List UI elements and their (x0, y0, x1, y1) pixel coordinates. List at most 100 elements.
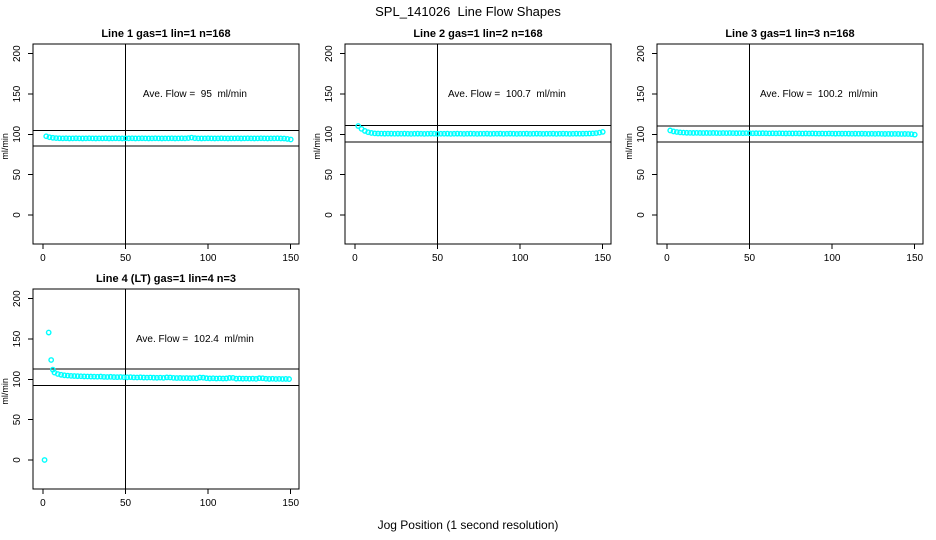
y-axis-tick-label: 0 (12, 457, 23, 463)
data-point (796, 130, 802, 137)
data-point (193, 375, 200, 382)
data-point (520, 130, 527, 137)
data-point (249, 375, 256, 382)
data-point (716, 130, 723, 137)
data-point (203, 375, 210, 382)
data-point (210, 375, 216, 382)
data-point (786, 130, 793, 137)
data-point (510, 130, 517, 137)
data-point (155, 135, 162, 142)
data-point (566, 130, 573, 137)
data-point (282, 376, 289, 382)
data-point (703, 130, 710, 136)
x-axis-tick-label: 0 (664, 253, 670, 264)
data-point (862, 130, 869, 137)
data-point (381, 130, 388, 137)
y-axis-title: ml/min (624, 133, 634, 160)
data-point (494, 130, 500, 137)
data-point (163, 374, 170, 381)
data-point (206, 375, 213, 382)
data-point (64, 372, 71, 379)
data-point (779, 130, 786, 137)
data-point (533, 130, 540, 137)
data-point (441, 130, 448, 137)
data-point (451, 130, 457, 137)
data-point (230, 374, 236, 381)
data-point (746, 130, 753, 137)
y-axis-tick-label: 150 (324, 85, 335, 102)
data-point (239, 375, 246, 382)
data-point (911, 131, 918, 138)
data-point (244, 135, 251, 142)
data-point (251, 135, 258, 142)
data-point (82, 135, 89, 142)
data-point (188, 134, 195, 141)
data-point (428, 130, 434, 137)
data-point (86, 135, 93, 142)
data-point (127, 374, 134, 381)
data-point (147, 374, 154, 381)
x-axis-tick-label: 0 (352, 253, 358, 264)
x-axis-tick-label: 50 (120, 498, 132, 509)
data-point (829, 130, 836, 137)
data-point (355, 123, 362, 129)
data-point (274, 135, 281, 142)
data-point (414, 130, 421, 137)
y-axis-tick-label: 200 (324, 45, 335, 62)
data-point (401, 130, 408, 137)
data-point (43, 133, 50, 140)
data-point (753, 130, 760, 137)
data-point (221, 135, 228, 142)
data-point (284, 136, 291, 142)
panel-plot: Line 3 gas=1 lin=3 n=168 0 50 100 150 0 50 100 1… (624, 28, 924, 264)
data-point (129, 135, 136, 142)
y-axis-tick-label: 50 (324, 169, 335, 181)
data-point (563, 130, 570, 137)
data-point (180, 375, 187, 382)
panel-title: Line 2 gas=1 lin=2 n=168 (413, 28, 542, 40)
data-point (375, 130, 381, 137)
data-point (272, 376, 279, 382)
data-point (97, 373, 104, 380)
data-point (73, 135, 79, 142)
data-point (802, 130, 809, 137)
data-point (855, 130, 862, 137)
data-point (497, 130, 504, 137)
data-point (190, 375, 197, 382)
plot-box (344, 43, 612, 245)
data-point (107, 373, 114, 380)
data-point (368, 130, 375, 136)
data-point (281, 135, 288, 142)
data-point (733, 130, 740, 137)
data-point (200, 374, 207, 381)
data-point (895, 131, 902, 137)
data-point (849, 130, 855, 137)
data-point (809, 130, 816, 137)
data-point (158, 135, 165, 142)
data-point (132, 135, 139, 142)
panel-line-2: Line 2 gas=1 lin=2 n=168 0 50 100 150 0 50 100 1… (312, 26, 624, 271)
data-point (99, 135, 106, 142)
data-point (673, 129, 680, 135)
data-point (500, 130, 507, 137)
data-point (799, 130, 806, 137)
data-point (858, 130, 865, 137)
panel-plot: Line 1 gas=1 lin=1 n=168 0 50 100 150 0 50 100 1… (0, 28, 300, 264)
data-point (740, 130, 746, 137)
data-point (198, 135, 205, 142)
data-point (228, 135, 235, 142)
data-point (391, 130, 398, 137)
data-point (576, 130, 583, 137)
data-point (878, 130, 885, 137)
data-point (546, 130, 553, 137)
data-point (96, 135, 102, 142)
data-point (218, 135, 225, 142)
data-point (48, 357, 55, 363)
data-point (117, 374, 124, 380)
data-point (59, 135, 66, 142)
data-point (677, 129, 684, 136)
data-point (49, 134, 56, 141)
data-point (183, 375, 190, 381)
data-point (527, 130, 533, 137)
data-point (680, 129, 687, 136)
